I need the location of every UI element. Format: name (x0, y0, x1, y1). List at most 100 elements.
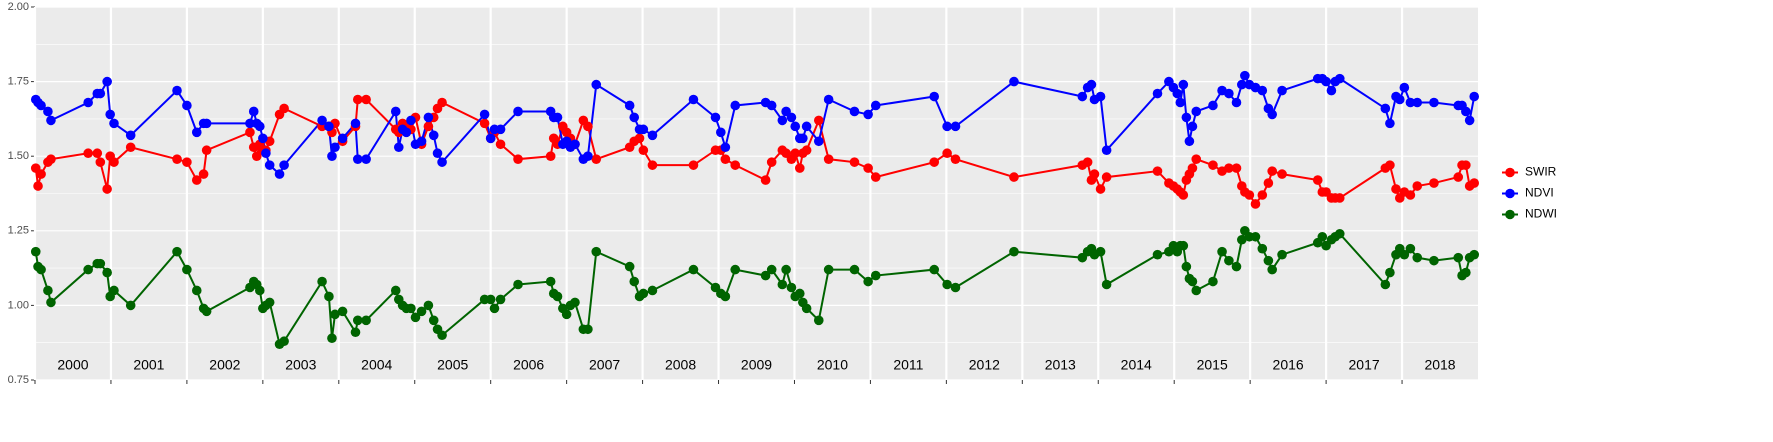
data-point (760, 270, 771, 281)
x-tick-label: 2003 (285, 357, 316, 373)
data-point (730, 160, 741, 170)
data-point (125, 142, 136, 153)
data-point (327, 333, 337, 344)
data-point (92, 148, 103, 159)
data-point (786, 282, 797, 293)
data-point (1101, 145, 1112, 156)
data-point (730, 264, 741, 275)
data-point (83, 264, 93, 275)
data-point (485, 133, 496, 144)
data-point (1191, 285, 1202, 296)
data-point (1277, 249, 1287, 260)
data-point (1334, 73, 1345, 84)
data-point (552, 112, 563, 123)
data-point (790, 121, 801, 132)
data-point (570, 297, 580, 308)
data-point (801, 121, 812, 132)
data-point (1412, 97, 1423, 108)
data-point (1082, 157, 1093, 167)
y-tick-label: 1.00 (8, 299, 29, 311)
data-point (1178, 240, 1189, 251)
data-point (1380, 103, 1391, 114)
data-point (489, 303, 500, 314)
data-point (720, 154, 731, 164)
x-tick-label: 2011 (893, 357, 923, 373)
data-point (1095, 246, 1106, 257)
data-point (1009, 76, 1019, 87)
data-point (942, 148, 952, 159)
data-point (1321, 76, 1331, 87)
x-tick-label: 2002 (209, 357, 240, 373)
x-tick-label: 2010 (817, 357, 848, 373)
data-point (428, 315, 439, 326)
data-point (1429, 255, 1439, 266)
legend-label: NDWI (1525, 207, 1557, 221)
data-point (766, 264, 777, 275)
data-point (1208, 160, 1218, 170)
data-point (929, 91, 940, 102)
data-point (1405, 97, 1416, 108)
data-point (83, 148, 93, 159)
data-point (352, 94, 363, 105)
data-point (1184, 136, 1195, 147)
data-point (813, 136, 824, 147)
data-point (798, 133, 808, 144)
data-point (1009, 172, 1019, 182)
data-point (495, 124, 506, 135)
data-point (36, 264, 46, 275)
data-point (317, 115, 327, 126)
data-point (1334, 228, 1345, 239)
data-point (794, 163, 805, 173)
data-point (191, 127, 202, 138)
y-tick-label: 1.50 (8, 150, 29, 162)
x-tick-label: 2016 (1273, 357, 1304, 373)
x-tick-label: 2005 (437, 357, 468, 373)
data-point (1224, 255, 1234, 266)
data-point (1399, 82, 1410, 93)
data-point (1257, 85, 1268, 96)
data-point (248, 106, 259, 117)
data-point (102, 76, 112, 87)
data-point (1469, 249, 1480, 260)
data-point (401, 127, 412, 138)
data-point (1231, 261, 1242, 272)
data-point (255, 285, 265, 296)
legend-label: SWIR (1525, 165, 1557, 179)
data-point (1172, 88, 1183, 99)
data-point (172, 246, 182, 257)
data-point (766, 100, 777, 111)
data-point (361, 315, 371, 326)
x-tick-label: 2001 (133, 357, 164, 373)
data-point (43, 106, 53, 117)
data-point (33, 181, 43, 191)
data-point (863, 109, 873, 120)
data-point (1257, 243, 1268, 254)
data-point (1086, 79, 1097, 90)
data-point (777, 115, 788, 126)
data-point (1187, 163, 1198, 173)
data-point (1101, 279, 1112, 290)
data-point (710, 112, 721, 123)
data-point (1453, 252, 1464, 263)
data-point (1461, 267, 1471, 278)
data-point (125, 130, 136, 141)
data-point (1191, 154, 1202, 164)
data-point (1009, 246, 1019, 257)
data-point (485, 294, 496, 305)
data-point (688, 264, 699, 275)
x-tick-label: 2013 (1045, 357, 1076, 373)
data-point (823, 154, 834, 164)
data-point (423, 300, 434, 311)
legend-key (1505, 209, 1515, 220)
data-point (1175, 97, 1186, 108)
data-point (1469, 178, 1480, 188)
data-point (1208, 276, 1218, 287)
data-point (720, 142, 731, 153)
data-point (1464, 115, 1475, 126)
data-point (1405, 243, 1416, 254)
data-point (95, 157, 106, 167)
data-point (647, 130, 658, 141)
x-tick-label: 2004 (361, 357, 392, 373)
x-tick-label: 2007 (589, 357, 620, 373)
